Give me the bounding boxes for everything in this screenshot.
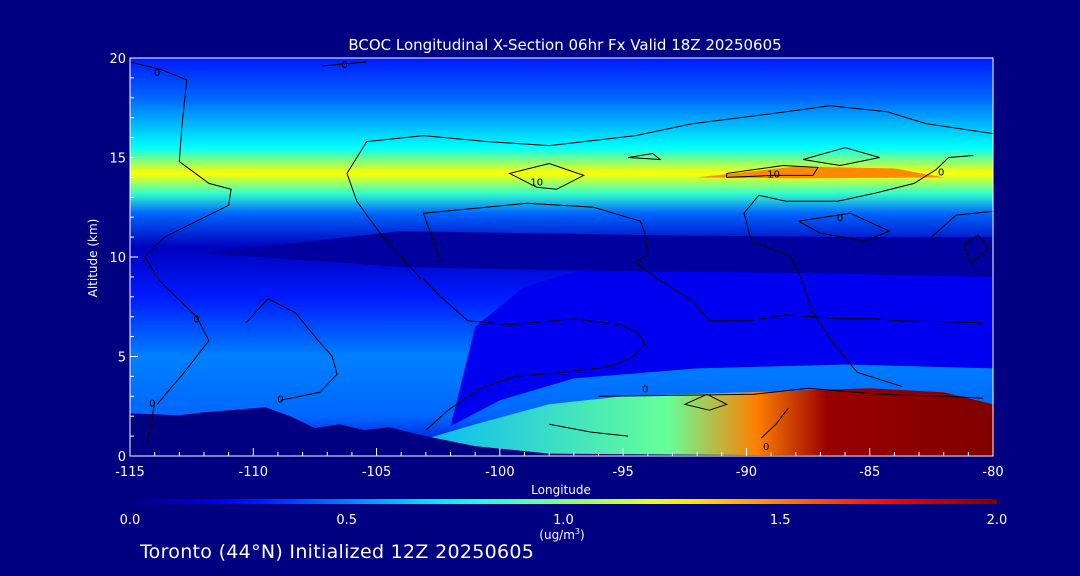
colorbar-units-close: ) xyxy=(580,528,585,542)
contour-label: 0 xyxy=(763,442,769,453)
contour-line xyxy=(322,61,367,67)
mid-level-minimum xyxy=(450,245,993,427)
contour-line xyxy=(549,423,629,437)
plot-area: 0 0 10 10 0 0 0 0 0 0 0 xyxy=(130,58,993,456)
contour-line xyxy=(797,212,891,242)
y-tick-label: 10 xyxy=(109,251,126,266)
x-tick-label: -85 xyxy=(859,465,880,480)
contour-line xyxy=(130,61,232,405)
x-tick-label: -105 xyxy=(362,465,392,480)
colorbar-units-text: (ug/m xyxy=(539,528,575,542)
colorbar-tick-label: 0.5 xyxy=(336,513,357,528)
x-tick-label: -90 xyxy=(736,465,757,480)
contour-line xyxy=(423,278,646,431)
x-tick-label: -115 xyxy=(115,465,145,480)
colorbar-tick-label: 1.5 xyxy=(770,513,791,528)
colorbar-tick-label: 1.0 xyxy=(553,513,574,528)
colorbar xyxy=(130,499,997,504)
contour-line xyxy=(598,387,984,399)
contour-label: 0 xyxy=(277,394,283,405)
x-axis-label: Longitude xyxy=(531,483,591,497)
colorbar-units: (ug/m3) xyxy=(539,527,584,542)
contour-label: 0 xyxy=(149,398,155,409)
x-tick-label: -95 xyxy=(613,465,634,480)
contour-line xyxy=(628,152,662,161)
chart-title: BCOC Longitudinal X-Section 06hr Fx Vali… xyxy=(348,36,781,54)
terrain-mask xyxy=(130,407,993,456)
upper-minimum xyxy=(204,231,993,277)
contour-label: 0 xyxy=(837,213,843,224)
contour-label: 0 xyxy=(193,315,199,326)
contour-line xyxy=(962,234,989,264)
contour-line xyxy=(726,164,819,178)
y-tick-label: 20 xyxy=(109,52,126,67)
y-tick-label: 15 xyxy=(109,152,126,167)
contour-label: 0 xyxy=(341,60,347,71)
upper-maximum xyxy=(697,166,944,179)
contour-label: 0 xyxy=(154,68,160,79)
contour-label: 0 xyxy=(938,167,944,178)
y-tick-label: 0 xyxy=(118,450,126,465)
footer-caption: Toronto (44°N) Initialized 12Z 20250605 xyxy=(140,541,535,563)
contour-line xyxy=(931,210,993,238)
contour-line xyxy=(422,202,984,324)
contour-line xyxy=(508,162,585,190)
contour-label: 10 xyxy=(767,169,780,180)
contour-line xyxy=(683,393,728,411)
contour-line xyxy=(760,407,789,439)
colorbar-tick-label: 0.0 xyxy=(120,513,141,528)
x-tick-label: -100 xyxy=(485,465,515,480)
contour-line xyxy=(245,298,338,401)
contour-line xyxy=(743,155,974,387)
x-tick-label: -80 xyxy=(982,465,1003,480)
colorbar-units-sup: 3 xyxy=(575,527,580,536)
contour-line xyxy=(346,105,993,280)
low-level-plume xyxy=(401,388,993,456)
y-axis-label: Altitude (km) xyxy=(86,219,100,298)
contour-line xyxy=(146,402,156,445)
x-tick-label: -110 xyxy=(239,465,269,480)
colorbar-tick-label: 2.0 xyxy=(987,513,1008,528)
contour-label: 0 xyxy=(642,384,648,395)
contour-line xyxy=(802,147,880,167)
contour-label: 10 xyxy=(530,177,543,188)
y-tick-label: 5 xyxy=(118,351,126,366)
